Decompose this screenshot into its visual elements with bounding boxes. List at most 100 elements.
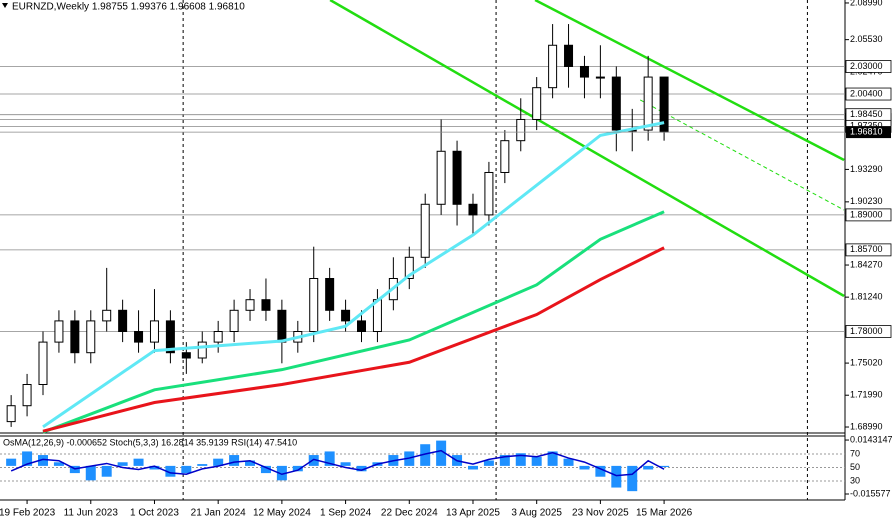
x-tick-label: 19 Feb 2023 <box>0 508 56 519</box>
y-tick-label: 1.81240 <box>850 292 883 302</box>
candle-body <box>54 320 64 343</box>
osma-bar <box>531 456 542 466</box>
candle-body <box>86 320 96 354</box>
osma-bar <box>149 465 160 470</box>
osma-bar <box>292 465 303 472</box>
moving-average <box>42 210 665 434</box>
candle-body <box>197 341 207 359</box>
osma-bar <box>260 465 271 474</box>
osma-bar <box>197 464 208 466</box>
trend-line <box>329 0 845 298</box>
x-tick-label: 3 Aug 2025 <box>511 508 562 519</box>
candle-body <box>564 44 574 67</box>
rsi-line <box>10 449 665 477</box>
y-tick-label: 2.05530 <box>850 34 883 44</box>
x-tick-label: 22 Dec 2024 <box>381 508 438 519</box>
candle-body <box>404 256 414 279</box>
candle-body <box>532 87 542 120</box>
osma-bar <box>229 455 240 466</box>
symbol-icon <box>2 3 8 8</box>
osma-bar <box>133 458 144 466</box>
candle-body <box>38 341 48 386</box>
candle-body <box>436 150 446 205</box>
osma-bar <box>181 465 192 474</box>
osma-bar <box>595 465 606 477</box>
osma-bar <box>563 458 574 466</box>
osma-bar <box>276 465 287 481</box>
candle-body <box>611 76 621 131</box>
candle-body <box>70 320 80 354</box>
candle-body <box>341 309 351 322</box>
osma-bar <box>213 458 224 466</box>
candle-body <box>22 384 32 407</box>
candle-body <box>484 171 494 216</box>
moving-average <box>42 121 665 429</box>
y-tick-label: -0.015577 <box>850 488 891 498</box>
candle-body <box>213 331 223 343</box>
y-tick-label: 1.68990 <box>850 421 883 431</box>
osma-bar <box>22 451 33 466</box>
osma-bar <box>436 440 447 466</box>
level-label: 1.78000 <box>850 326 883 336</box>
osma-bar <box>245 460 256 466</box>
y-tick-label: 1.93290 <box>850 164 883 174</box>
osma-bar <box>547 451 558 466</box>
osma-bar <box>165 465 176 477</box>
x-tick-label: 15 Mar 2026 <box>636 508 693 519</box>
osma-bar <box>483 460 494 466</box>
x-tick-label: 21 Jan 2024 <box>191 508 246 519</box>
x-tick-label: 13 Apr 2025 <box>446 508 500 519</box>
osma-bar <box>579 465 590 470</box>
candle-body <box>102 309 112 322</box>
candle-body <box>595 76 605 79</box>
y-tick-label: 1.90230 <box>850 196 883 206</box>
level-label: 2.00400 <box>850 88 883 98</box>
y-tick-label: 1.84270 <box>850 259 883 269</box>
candle-body <box>548 44 558 89</box>
candle-body <box>643 76 653 131</box>
candle-body <box>229 309 239 333</box>
level-box <box>845 243 892 257</box>
candle-body <box>309 277 319 333</box>
moving-average <box>42 246 665 433</box>
candle-body <box>579 65 589 78</box>
osma-bar <box>324 451 335 466</box>
candle-body <box>118 309 128 333</box>
osma-bar <box>627 465 638 492</box>
trend-line <box>639 99 845 211</box>
osma-bar <box>659 465 670 468</box>
candle-body <box>134 331 144 343</box>
level-box <box>845 60 892 73</box>
level-box <box>845 325 892 338</box>
candle-body <box>500 140 510 173</box>
candle-body <box>149 320 159 343</box>
level-box <box>845 208 892 222</box>
trend-line <box>534 0 845 162</box>
candle-body <box>261 299 271 311</box>
osma-bar <box>356 465 367 472</box>
y-tick-label: 1.71990 <box>850 390 883 400</box>
y2-tick-label: 30 <box>850 475 860 485</box>
candle-body <box>420 203 430 258</box>
level-label: 1.85700 <box>850 244 883 254</box>
osma-bar <box>643 465 654 470</box>
osma-bar <box>515 453 526 466</box>
candle-body <box>468 203 478 216</box>
osma-bar <box>467 465 478 470</box>
candle-body <box>452 150 462 205</box>
last-price-box <box>846 126 891 139</box>
osma-bar <box>117 462 128 466</box>
osma-bar <box>499 455 510 466</box>
x-tick-label: 1 Oct 2023 <box>130 508 179 519</box>
level-label: 1.89000 <box>850 209 883 219</box>
candle-body <box>277 309 287 343</box>
candle-body <box>516 118 526 142</box>
osma-bar <box>611 465 622 488</box>
osma-bar <box>340 462 351 466</box>
candle-body <box>325 277 335 311</box>
osma-bar <box>37 455 48 466</box>
level-label: 2.03000 <box>850 61 883 71</box>
y-tick-label: 2.08990 <box>850 0 883 7</box>
osma-bar <box>6 458 17 466</box>
